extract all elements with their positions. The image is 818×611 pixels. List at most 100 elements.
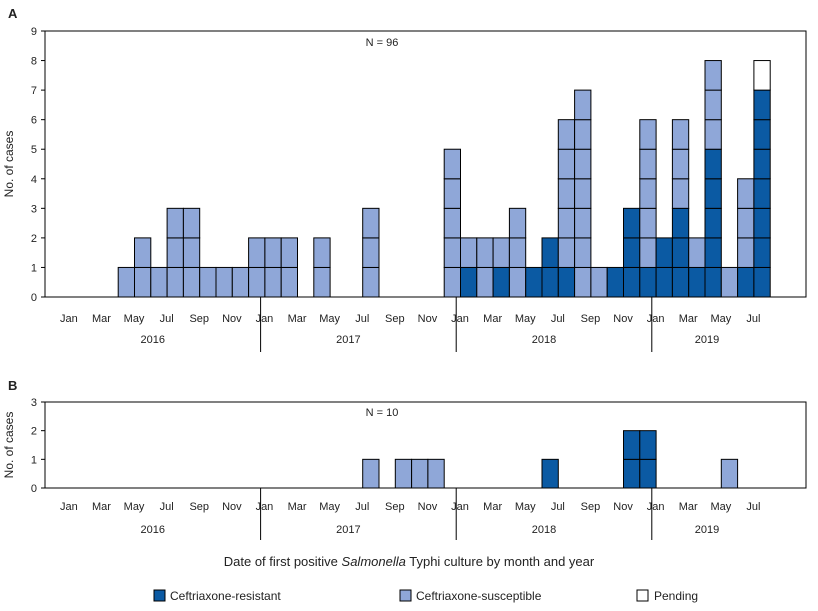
bar-ceftriaxone-resistant-m40	[704, 237, 722, 268]
x-tick-label: Jan	[256, 313, 274, 325]
x-tick-label: Jan	[60, 313, 78, 325]
year-label: 2017	[336, 334, 360, 346]
y-tick-label: 1	[31, 454, 37, 466]
bar-ceftriaxone-susceptible-m13	[264, 266, 282, 298]
legend-swatch-susceptible	[399, 589, 412, 602]
x-tick-label: Jul	[746, 313, 760, 325]
x-tick-label: Sep	[189, 501, 209, 513]
bar-ceftriaxone-susceptible-m38	[671, 148, 690, 180]
bar-ceftriaxone-resistant-m35	[623, 266, 641, 298]
bar-ceftriaxone-susceptible-m9	[199, 266, 217, 298]
bar-ceftriaxone-resistant-m42	[737, 266, 755, 298]
bar-ceftriaxone-susceptible-m31	[557, 178, 576, 209]
x-tick-label: Sep	[385, 313, 405, 325]
bar-ceftriaxone-resistant-m31	[557, 266, 576, 298]
year-label: 2018	[532, 334, 556, 346]
bar-ceftriaxone-susceptible-m4	[117, 266, 135, 298]
bar-ceftriaxone-resistant-m30	[541, 458, 559, 489]
y-tick-label: 2	[31, 233, 37, 245]
bar-ceftriaxone-susceptible-m28	[508, 266, 527, 298]
bar-ceftriaxone-resistant-m37	[655, 266, 673, 298]
x-tick-label: May	[124, 313, 145, 325]
bar-ceftriaxone-resistant-m40	[704, 266, 722, 298]
year-label: 2016	[141, 334, 165, 346]
bar-ceftriaxone-resistant-m36	[639, 266, 657, 298]
bar-ceftriaxone-resistant-m25	[460, 266, 478, 298]
bar-ceftriaxone-resistant-m40	[704, 178, 722, 209]
x-tick-label: May	[319, 313, 340, 325]
x-tick-label: Mar	[92, 313, 111, 325]
y-tick-label: 7	[31, 85, 37, 97]
bar-ceftriaxone-susceptible-m38	[671, 119, 690, 150]
x-tick-label: May	[710, 501, 731, 513]
bar-ceftriaxone-susceptible-m6	[150, 266, 168, 298]
year-label: 2019	[695, 524, 719, 536]
bar-ceftriaxone-susceptible-m40	[704, 89, 722, 121]
bar-ceftriaxone-susceptible-m36	[639, 148, 657, 180]
bar-ceftriaxone-susceptible-m7	[166, 207, 184, 239]
bar-ceftriaxone-resistant-m30	[541, 237, 559, 268]
x-tick-label: Sep	[189, 313, 209, 325]
bar-ceftriaxone-susceptible-m32	[574, 178, 592, 209]
x-tick-label: Jan	[256, 501, 274, 513]
bar-ceftriaxone-susceptible-m31	[557, 237, 576, 268]
bar-ceftriaxone-susceptible-m13	[264, 237, 282, 268]
bar-ceftriaxone-susceptible-m38	[671, 178, 690, 209]
bar-ceftriaxone-resistant-m36	[639, 458, 657, 489]
panel-b: B 0 1 2 3 No. of cases N = 10 Jan Mar May Jul Sep No…	[2, 378, 807, 540]
x-tick-label: Jul	[355, 501, 369, 513]
bar-ceftriaxone-susceptible-m5	[134, 237, 152, 268]
bar-ceftriaxone-susceptible-m14	[280, 237, 299, 268]
x-tick-label: Jan	[60, 501, 78, 513]
bar-ceftriaxone-susceptible-m11	[231, 266, 250, 298]
bar-ceftriaxone-susceptible-m32	[574, 119, 592, 150]
x-axis-title: Date of first positive Salmonella Typhi …	[224, 554, 595, 569]
bar-ceftriaxone-susceptible-m31	[557, 207, 576, 239]
bar-ceftriaxone-susceptible-m32	[574, 89, 592, 121]
bar-ceftriaxone-susceptible-m16	[313, 237, 331, 268]
x-tick-label: Mar	[679, 501, 698, 513]
bar-ceftriaxone-susceptible-m5	[134, 266, 152, 298]
legend-label-susceptible: Ceftriaxone-susceptible	[416, 589, 542, 603]
bar-ceftriaxone-resistant-m38	[671, 266, 690, 298]
x-tick-label: May	[710, 313, 731, 325]
bar-ceftriaxone-susceptible-m16	[313, 266, 331, 298]
y-tick-label: 4	[31, 174, 37, 186]
x-tick-label: Mar	[92, 501, 111, 513]
x-tick-label: Jan	[451, 501, 469, 513]
y-tick-label: 8	[31, 56, 37, 68]
n-annotation: N = 10	[366, 407, 399, 419]
bar-ceftriaxone-susceptible-m26	[476, 237, 494, 268]
bar-ceftriaxone-susceptible-m7	[166, 266, 184, 298]
bar-ceftriaxone-susceptible-m8	[182, 266, 201, 298]
bar-ceftriaxone-susceptible-m33	[590, 266, 608, 298]
bar-ceftriaxone-susceptible-m42	[737, 207, 755, 239]
panel-a: A 0 1 2 3 4 5 6 7 8 9 No. of cases N = 96 Jan Mar May Ju…	[2, 6, 807, 352]
x-tick-label: Jul	[746, 501, 760, 513]
y-tick-label: 6	[31, 115, 37, 127]
legend-label-pending: Pending	[654, 589, 698, 603]
bar-ceftriaxone-susceptible-m24	[443, 178, 462, 209]
bar-ceftriaxone-susceptible-m25	[460, 237, 478, 268]
x-tick-label: Jan	[647, 313, 665, 325]
bar-ceftriaxone-susceptible-m32	[574, 207, 592, 239]
n-annotation: N = 96	[366, 37, 399, 49]
bar-ceftriaxone-susceptible-m12	[248, 237, 266, 268]
bar-ceftriaxone-susceptible-m31	[557, 119, 576, 150]
bar-pending-m43	[753, 60, 771, 91]
bar-ceftriaxone-susceptible-m7	[166, 237, 184, 268]
bar-ceftriaxone-resistant-m40	[704, 207, 722, 239]
x-tick-label: May	[124, 501, 145, 513]
x-tick-label: Nov	[418, 313, 438, 325]
bar-ceftriaxone-resistant-m29	[525, 266, 543, 298]
bar-ceftriaxone-susceptible-m24	[443, 207, 462, 239]
x-tick-label: Jul	[551, 501, 565, 513]
bar-ceftriaxone-resistant-m35	[623, 458, 641, 489]
bar-ceftriaxone-susceptible-m8	[182, 237, 201, 268]
x-tick-label: Jul	[355, 313, 369, 325]
year-label: 2019	[695, 334, 719, 346]
bar-ceftriaxone-resistant-m35	[623, 207, 641, 239]
x-axis-title-italic: Salmonella	[342, 554, 406, 569]
year-label: 2017	[336, 524, 360, 536]
